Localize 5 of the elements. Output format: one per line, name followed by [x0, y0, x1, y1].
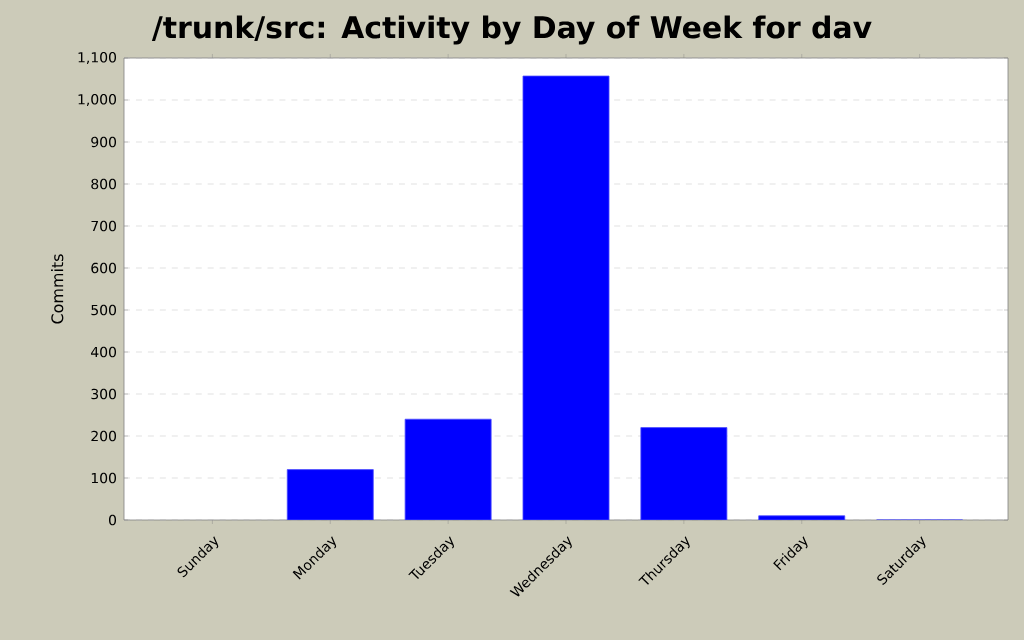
bar [640, 427, 727, 520]
bar [287, 469, 374, 520]
bar [405, 419, 492, 520]
chart-title: /trunk/src: Activity by Day of Week for dav [151, 15, 872, 45]
bar [522, 76, 610, 520]
